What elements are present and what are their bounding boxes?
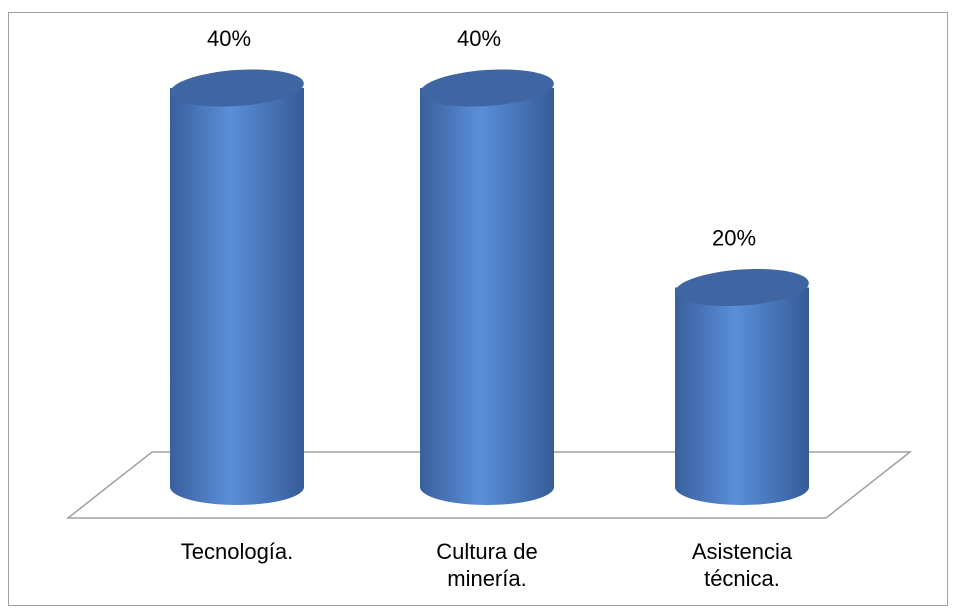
cylinder-body — [420, 88, 554, 505]
cylinder-body — [170, 88, 304, 505]
value-label: 40% — [457, 26, 501, 51]
x-tick-label: Asistencia técnica. — [691, 539, 793, 591]
chart-frame — [8, 12, 948, 606]
floor — [65, 451, 913, 519]
cylinder-body — [675, 287, 809, 505]
cylinder-top — [675, 268, 809, 307]
value-label: 40% — [207, 26, 251, 51]
x-tick-label: Cultura de minería. — [436, 539, 538, 591]
x-tick-label: Tecnología. — [180, 539, 294, 564]
cylinder-top — [420, 69, 554, 107]
value-label: 20% — [712, 226, 756, 251]
cylinder-top — [170, 69, 304, 107]
